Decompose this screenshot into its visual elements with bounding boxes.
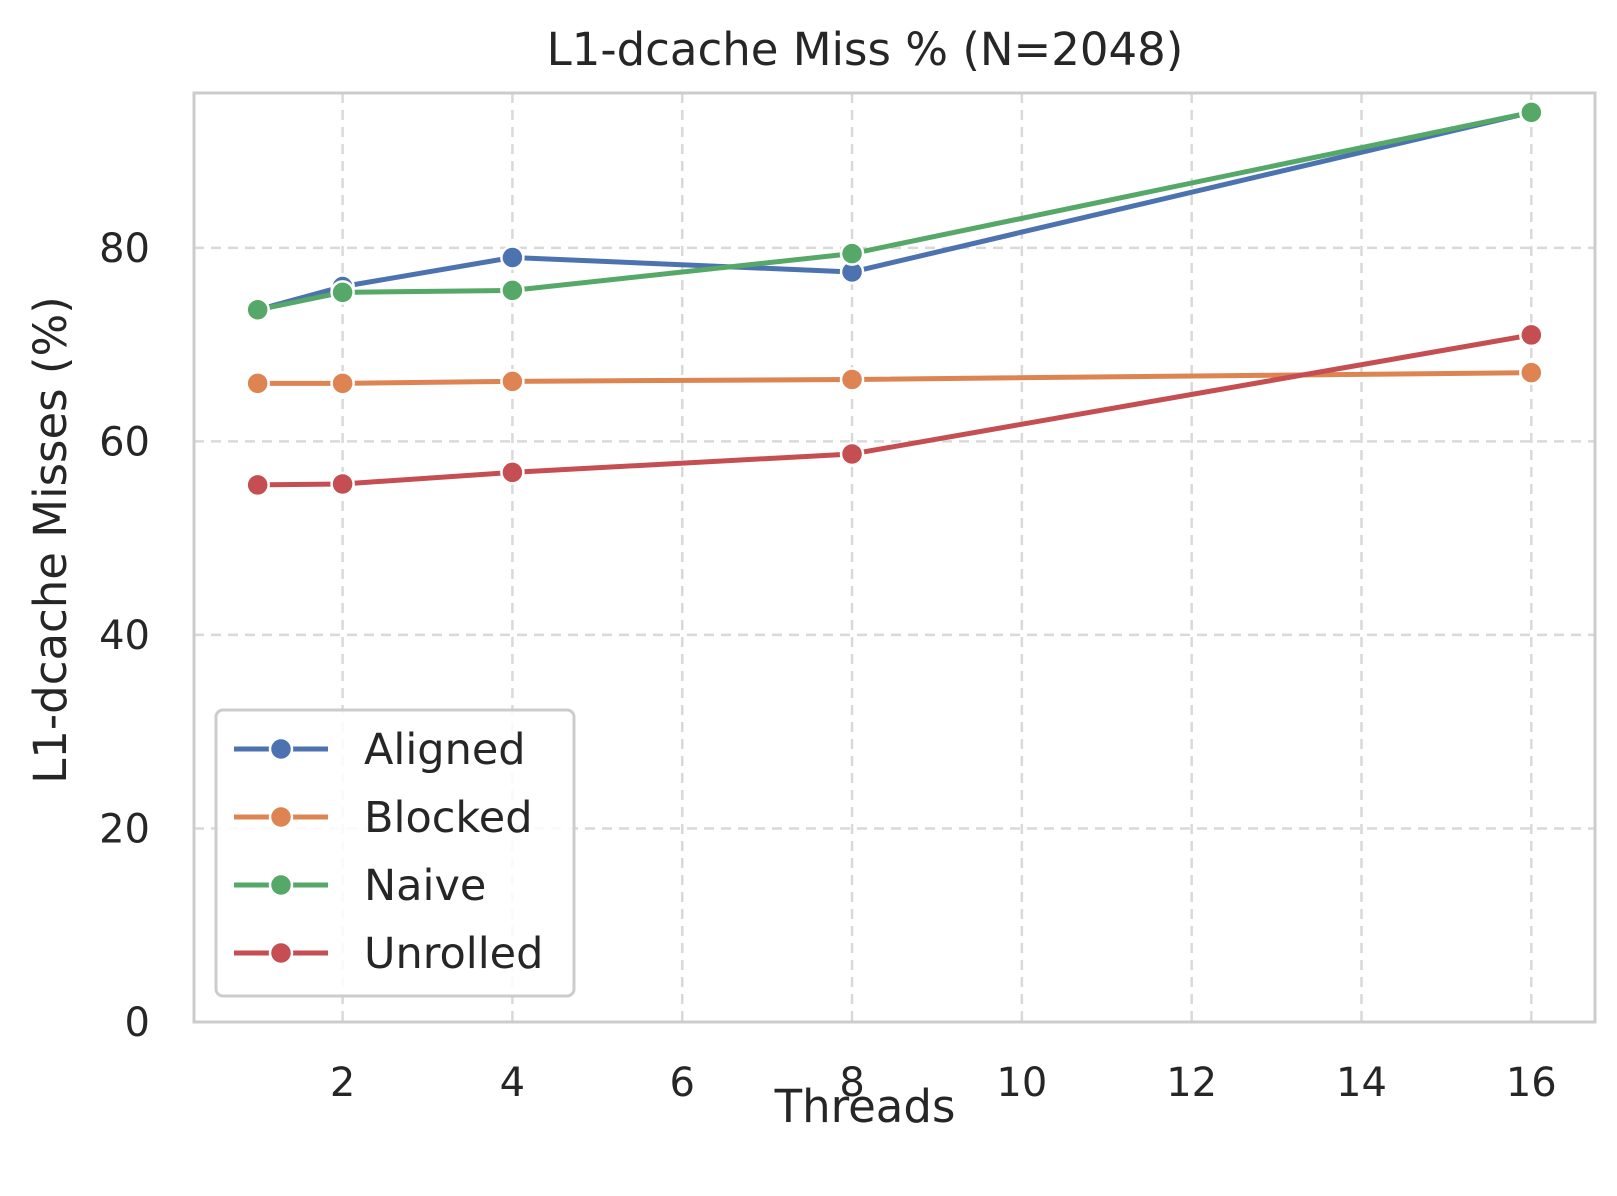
legend-swatch-marker (268, 804, 294, 830)
legend-label: Blocked (364, 793, 533, 843)
legend-swatch-marker (268, 736, 294, 762)
x-tick-label: 4 (500, 1060, 525, 1106)
data-point (500, 245, 525, 270)
x-tick-labels: 2 4 6 8 10 12 14 16 (330, 1060, 1557, 1106)
data-point (245, 297, 270, 323)
series-unrolled (245, 322, 1544, 498)
y-tick-label: 60 (99, 419, 150, 465)
data-point (245, 371, 270, 396)
data-point (330, 371, 355, 396)
legend-item-unrolled: Unrolled (234, 929, 543, 979)
x-tick-label: 16 (1506, 1060, 1557, 1106)
data-point (245, 472, 270, 498)
series-layer (245, 100, 1544, 498)
y-axis-label: L1-dcache Misses (%) (24, 296, 77, 784)
legend: Aligned Blocked Naive Unrolled (214, 708, 576, 998)
y-tick-label: 80 (99, 226, 150, 272)
chart-title: L1-dcache Miss % (N=2048) (547, 23, 1184, 76)
y-tick-label: 0 (125, 1000, 150, 1046)
y-tick-label: 40 (99, 613, 150, 659)
legend-label: Naive (364, 861, 486, 911)
legend-label: Unrolled (364, 929, 543, 979)
data-point (500, 278, 525, 303)
data-point (1519, 360, 1544, 385)
series-naive (245, 100, 1544, 323)
legend-item-blocked: Blocked (234, 793, 533, 843)
legend-frame (214, 708, 576, 998)
data-point (839, 367, 865, 392)
x-tick-label: 14 (1336, 1060, 1387, 1106)
legend-item-aligned: Aligned (234, 725, 526, 775)
data-point (839, 241, 865, 266)
x-tick-label: 2 (330, 1060, 355, 1106)
x-tick-label: 8 (839, 1060, 864, 1106)
x-tick-label: 6 (670, 1060, 695, 1106)
data-point (500, 369, 525, 394)
data-point (839, 441, 865, 467)
legend-swatch-marker (268, 940, 294, 966)
data-point (500, 460, 525, 485)
legend-swatch-marker (268, 872, 294, 898)
x-tick-label: 10 (996, 1060, 1047, 1106)
plot-frame (192, 91, 1597, 1024)
legend-label: Aligned (364, 725, 526, 775)
data-point (1519, 322, 1544, 348)
x-axis-label: Threads (774, 1080, 956, 1133)
series-blocked (245, 360, 1544, 396)
x-tick-label: 12 (1166, 1060, 1217, 1106)
y-tick-label: 20 (99, 806, 150, 852)
data-point (1519, 100, 1544, 125)
y-tick-labels: 0 20 40 60 80 (99, 226, 150, 1046)
data-point (330, 471, 355, 497)
data-point (330, 280, 355, 305)
legend-item-naive: Naive (234, 861, 486, 911)
